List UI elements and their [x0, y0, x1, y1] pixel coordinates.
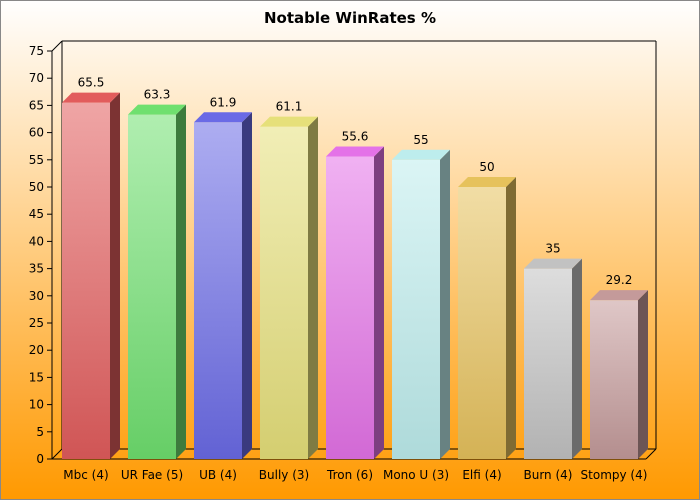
bar-front-face	[590, 300, 638, 459]
category-label: Stompy (4)	[581, 468, 648, 482]
category-label: Burn (4)	[524, 468, 573, 482]
bar-value-label: 29.2	[606, 273, 633, 287]
bar-value-label: 35	[545, 242, 560, 256]
bar-side-face	[242, 112, 252, 459]
bar-side-face	[110, 92, 120, 460]
bar-front-face	[458, 187, 506, 459]
bar-top-face	[590, 290, 648, 301]
bar-front-face	[62, 102, 110, 460]
y-tick-label: 70	[29, 71, 44, 85]
category-label: UB (4)	[199, 468, 237, 482]
bar-2: 63.3	[128, 88, 186, 459]
y-tick-label: 10	[29, 398, 44, 412]
bar-side-face	[440, 149, 450, 460]
bar-value-label: 61.1	[276, 100, 303, 114]
bar-8: 35	[524, 242, 582, 459]
bar-top-face	[260, 116, 318, 127]
y-tick-label: 60	[29, 126, 44, 140]
bar-top-face	[128, 104, 186, 115]
chart-title: Notable WinRates %	[264, 9, 436, 27]
bar-top-face	[458, 177, 516, 187]
bar-side-face	[176, 104, 186, 459]
bar-front-face	[524, 268, 572, 459]
y-tick-label: 30	[29, 289, 44, 303]
y-tick-label: 50	[29, 180, 44, 194]
bar-value-label: 65.5	[78, 76, 105, 90]
bar-value-label: 55.6	[342, 130, 369, 144]
bar-value-label: 61.9	[210, 95, 237, 109]
bar-5: 55.6	[326, 130, 384, 459]
y-tick-label: 5	[36, 425, 44, 439]
category-label: Bully (3)	[259, 468, 309, 482]
bars: 65.5 63.3 61.9 61.1 55.6 55 50 35 29.2	[62, 76, 648, 460]
bar-front-face	[128, 114, 176, 459]
bar-front-face	[392, 159, 440, 460]
bar-9: 29.2	[590, 273, 648, 459]
y-tick-label: 45	[29, 207, 44, 221]
bar-front-face	[194, 122, 242, 459]
bar-7: 50	[458, 160, 516, 459]
bar-top-face	[392, 149, 450, 160]
bar-top-face	[524, 258, 582, 269]
bar-front-face	[260, 126, 308, 459]
bar-side-face	[572, 258, 582, 459]
bar-side-face	[374, 146, 384, 459]
bar-4: 61.1	[260, 100, 318, 459]
category-label: Mbc (4)	[63, 468, 108, 482]
bar-value-label: 50	[479, 160, 494, 174]
y-tick-label: 0	[36, 452, 44, 466]
bar-value-label: 55	[413, 133, 428, 147]
category-label: Mono U (3)	[383, 468, 449, 482]
bar-front-face	[326, 156, 374, 459]
y-tick-label: 75	[29, 44, 44, 58]
floor-left-edge	[51, 448, 63, 460]
bar-value-label: 63.3	[144, 88, 171, 102]
category-label: UR Fae (5)	[121, 468, 183, 482]
bar-3: 61.9	[194, 95, 252, 459]
y-tick-label: 40	[29, 234, 44, 248]
y-tick-label: 20	[29, 343, 44, 357]
bar-top-face	[62, 92, 120, 103]
bar-1: 65.5	[62, 76, 120, 460]
bar-side-face	[638, 290, 648, 459]
y-tick-label: 15	[29, 370, 44, 384]
bar-top-face	[326, 146, 384, 157]
category-label: Tron (6)	[326, 468, 373, 482]
floor-right-edge	[645, 448, 657, 460]
category-label: Elfi (4)	[462, 468, 501, 482]
category-labels: Mbc (4) UR Fae (5) UB (4) Bully (3) Tron (6)…	[63, 468, 647, 482]
bar-side-face	[308, 116, 318, 459]
y-tick-label: 55	[29, 153, 44, 167]
y-tick-label: 35	[29, 262, 44, 276]
wall-top-left-edge	[51, 40, 63, 52]
bar-side-face	[506, 177, 516, 459]
y-axis-ticks: 0 5 10 15 20 25 30 35 40 45 50 55 60 65 70 75	[29, 44, 52, 466]
y-tick-label: 65	[29, 98, 44, 112]
bar-6: 55	[392, 133, 450, 460]
y-tick-label: 25	[29, 316, 44, 330]
bar-top-face	[194, 112, 252, 123]
